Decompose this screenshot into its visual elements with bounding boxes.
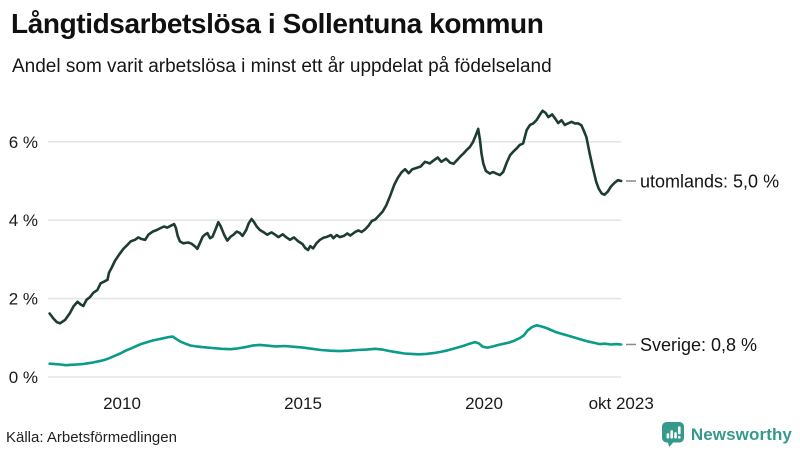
brand-logo: Newsworthy xyxy=(661,421,792,448)
series-line-sverige xyxy=(48,323,623,367)
y-tick-label: 4 % xyxy=(9,211,38,230)
series-line-utomlands xyxy=(48,109,623,325)
page-title: Långtidsarbetslösa i Sollentuna kommun xyxy=(11,8,544,39)
x-tick-label: okt 2023 xyxy=(589,394,654,413)
y-tick-label: 6 % xyxy=(9,133,38,152)
source-attribution: Källa: Arbetsförmedlingen xyxy=(6,429,177,446)
y-tick-label: 2 % xyxy=(9,290,38,309)
x-tick-label: 2020 xyxy=(465,394,503,413)
newsworthy-chart-bubble-icon xyxy=(661,422,684,447)
brand-name: Newsworthy xyxy=(690,424,792,444)
page-subtitle: Andel som varit arbetslösa i minst ett å… xyxy=(12,56,552,77)
series-end-label-utomlands: utomlands: 5,0 % xyxy=(640,172,779,192)
x-tick-label: 2010 xyxy=(103,394,141,413)
y-tick-label: 0 % xyxy=(9,368,38,387)
x-tick-label: 2015 xyxy=(284,394,322,413)
series-end-label-sverige: Sverige: 0,8 % xyxy=(640,335,757,355)
